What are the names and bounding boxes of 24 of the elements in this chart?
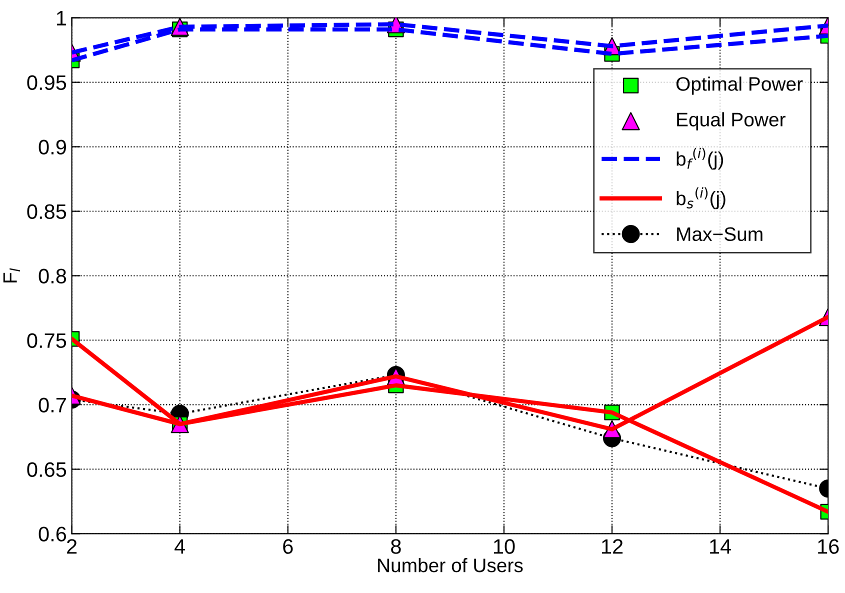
x-axis-title: Number of Users <box>378 558 523 572</box>
x-tick-label: 10 <box>494 539 515 554</box>
y-tick-label: 0.9 <box>38 140 66 155</box>
x-tick-label: 16 <box>818 539 839 554</box>
y-tick-label: 0.6 <box>38 526 66 542</box>
x-tick-label: 14 <box>710 539 732 554</box>
legend-label: Equal Power <box>677 112 786 130</box>
legend-label: b$_{f}$$^{(i)}$(j) <box>676 148 724 170</box>
x-tick-label: 2 <box>67 539 77 554</box>
y-tick-label: 0.7 <box>38 398 66 412</box>
y-tick-label: 0.75 <box>27 333 66 348</box>
y-tick-label: 0.8 <box>38 268 66 284</box>
x-tick-label: 12 <box>602 539 623 554</box>
y-tick-label: 0.65 <box>27 462 66 477</box>
x-tick-label: 4 <box>174 539 186 554</box>
y-tick-label: 1 <box>56 11 66 26</box>
legend-label: Optimal Power <box>676 76 803 95</box>
legend-label: Max−Sum <box>677 227 762 242</box>
y-tick-label: 0.85 <box>27 204 66 220</box>
x-tick-label: 6 <box>283 539 293 554</box>
y-tick-label: 0.95 <box>27 75 66 90</box>
x-tick-label: 8 <box>391 539 401 554</box>
legend-label: b$_{s}$$^{(i)}$(j) <box>676 187 726 210</box>
y-axis-title: F$_{l}$ <box>3 268 20 282</box>
